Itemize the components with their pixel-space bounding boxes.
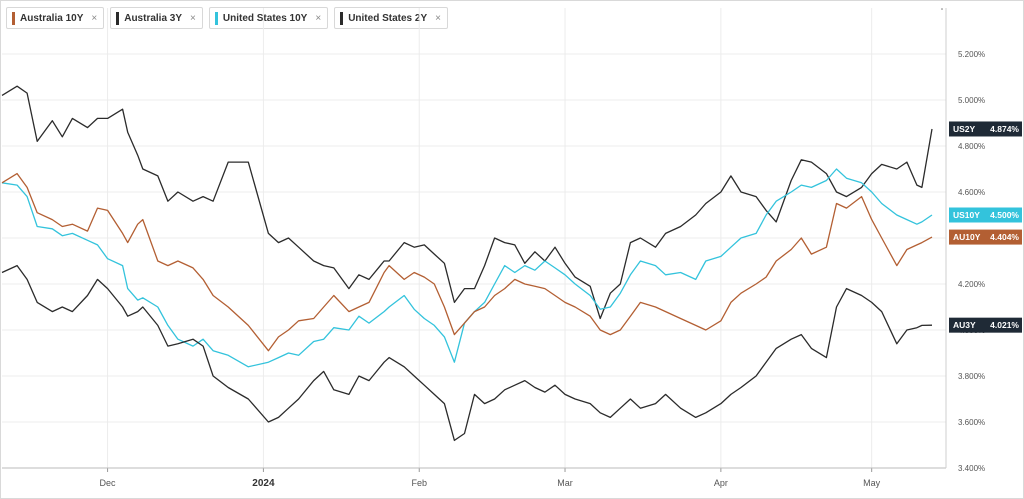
close-icon[interactable]: × — [315, 12, 322, 24]
legend: Australia 10Y × Australia 3Y × United St… — [6, 7, 448, 29]
legend-swatch-icon — [12, 11, 15, 25]
value-tag-background — [949, 317, 1022, 333]
legend-item-australia-10y[interactable]: Australia 10Y × — [6, 7, 105, 29]
value-tag-us10y: US10Y 4.500% — [949, 207, 1022, 223]
y-tick-label: 3.800% — [958, 372, 985, 381]
legend-label: United States 2Y — [348, 12, 428, 24]
y-tick-label: 4.800% — [958, 142, 985, 151]
value-tag-symbol: US2Y — [953, 124, 976, 134]
value-tag-background — [949, 207, 1022, 223]
x-tick-label: 2024 — [252, 478, 275, 489]
y-tick-label: 3.400% — [958, 464, 985, 473]
y-tick-label: 5.000% — [958, 96, 985, 105]
series-line-us10y — [1, 168, 933, 368]
value-tag-au10y: AU10Y 4.404% — [949, 229, 1022, 245]
legend-label: United States 10Y — [222, 12, 308, 24]
x-tick-label: Apr — [714, 478, 728, 488]
x-tick-label: May — [863, 478, 881, 488]
value-tag-au3y: AU3Y 4.021% — [949, 317, 1022, 333]
legend-item-united-states-10y[interactable]: United States 10Y × — [208, 7, 329, 29]
legend-swatch-icon — [214, 11, 218, 25]
value-tag-symbol: US10Y — [953, 210, 980, 220]
value-tag-value: 4.874% — [990, 124, 1019, 134]
x-tick-label: Dec — [100, 478, 117, 488]
value-tag-symbol: AU3Y — [953, 320, 976, 330]
x-tick-label: Mar — [557, 478, 573, 488]
value-tag-value: 4.404% — [990, 232, 1019, 242]
series-line-au10y — [1, 172, 933, 352]
y-tick-label: 4.200% — [958, 280, 985, 289]
legend-label: Australia 10Y — [20, 12, 84, 24]
close-icon[interactable]: × — [435, 12, 441, 24]
value-tag-us2y: US2Y 4.874% — [949, 121, 1022, 137]
close-icon[interactable]: × — [91, 12, 98, 24]
x-tick-label: Feb — [411, 478, 427, 488]
series-line-us2y — [1, 85, 933, 320]
value-tag-background — [949, 229, 1022, 245]
value-tag-value: 4.500% — [990, 210, 1019, 220]
dot-icon — [941, 8, 943, 10]
y-tick-label: 4.600% — [958, 188, 985, 197]
value-tag-symbol: AU10Y — [953, 232, 981, 242]
y-tick-label: 3.600% — [958, 418, 985, 427]
legend-label: Australia 3Y — [124, 12, 183, 24]
series-line-au3y — [1, 264, 933, 442]
legend-swatch-icon — [340, 11, 344, 25]
close-icon[interactable]: × — [190, 12, 196, 24]
legend-swatch-icon — [116, 11, 120, 25]
value-tag-background — [949, 121, 1022, 137]
value-tag-value: 4.021% — [990, 320, 1019, 330]
y-tick-label: 5.200% — [958, 50, 985, 59]
legend-item-australia-3y[interactable]: Australia 3Y × — [110, 7, 203, 29]
